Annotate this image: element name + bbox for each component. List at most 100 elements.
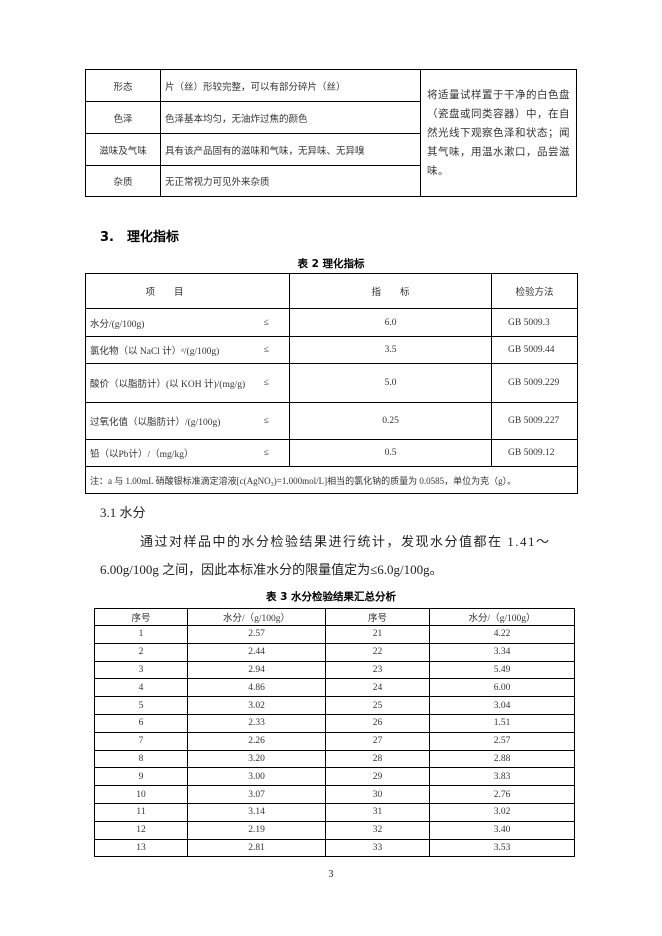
seq-cell: 31 bbox=[325, 802, 430, 822]
moisture-table: 序号 水分/（g/100g） 序号 水分/（g/100g） 1 2.57 21 4.2… bbox=[94, 608, 575, 858]
moisture-cell: 5.49 bbox=[429, 660, 575, 680]
seq-cell: 13 bbox=[94, 838, 188, 858]
paragraph-line-1: 通过对样品中的水分检验结果进行统计，发现水分值都在 1.41～ bbox=[140, 534, 551, 549]
moisture-cell: 3.14 bbox=[187, 802, 326, 822]
sensory-method: 将适量试样置于干净的白色盘（瓷盘或同类容器）中，在自然光线下观察色泽和状态；闻其… bbox=[420, 69, 577, 197]
seq-cell: 4 bbox=[94, 678, 188, 698]
operator: ≤ bbox=[259, 308, 291, 337]
value: 6.0 bbox=[289, 308, 493, 337]
table-header-row: 序号 水分/（g/100g） 序号 水分/（g/100g） bbox=[94, 608, 575, 626]
seq-cell: 21 bbox=[325, 625, 430, 644]
seq-cell: 26 bbox=[325, 713, 430, 733]
paragraph-line-2: 6.00g/100g 之间，因此本标准水分的限量值定为≤6.0g/100g。 bbox=[100, 562, 443, 577]
table3-caption: 表 3 水分检验结果汇总分析 bbox=[265, 591, 397, 603]
item: 氯化物（以 NaCl 计）ᵃ/(g/100g) bbox=[85, 336, 260, 364]
table-row: 11 3.14 31 3.02 bbox=[94, 802, 575, 822]
seq-cell: 7 bbox=[94, 731, 188, 751]
moisture-cell: 3.04 bbox=[429, 696, 575, 715]
moisture-cell: 4.86 bbox=[187, 678, 326, 698]
header-method: 检验方法 bbox=[491, 273, 579, 309]
sensory-item: 色泽 bbox=[85, 101, 161, 134]
seq-cell: 32 bbox=[325, 820, 430, 840]
table-row: 铅（以Pb计）/（mg/kg） ≤ 0.5 GB 5009.12 bbox=[85, 439, 579, 467]
subsection-heading: 3.1 水分 bbox=[100, 505, 146, 520]
table-note-row: 注：a 与 1.00mL 硝酸银标准滴定溶液[c(AgNO₃)=1.000mol… bbox=[84, 466, 579, 494]
seq-cell: 28 bbox=[325, 749, 430, 769]
moisture-cell: 2.44 bbox=[187, 642, 326, 662]
method: GB 5009.229 bbox=[491, 363, 579, 403]
moisture-cell: 2.88 bbox=[429, 749, 575, 769]
table-row: 13 2.81 33 3.53 bbox=[94, 838, 575, 858]
moisture-cell: 2.81 bbox=[187, 838, 326, 858]
moisture-cell: 6.00 bbox=[429, 678, 575, 698]
method: GB 5009.227 bbox=[491, 402, 579, 440]
table-row: 过氧化值（以脂肪计）/(g/100g) ≤ 0.25 GB 5009.227 bbox=[85, 402, 579, 440]
moisture-cell: 2.94 bbox=[187, 660, 326, 680]
header-moisture: 水分/（g/100g） bbox=[187, 608, 326, 626]
seq-cell: 8 bbox=[94, 749, 188, 769]
seq-cell: 10 bbox=[94, 785, 188, 804]
moisture-cell: 1.51 bbox=[429, 713, 575, 733]
table-header-row: 项 目 指 标 检验方法 bbox=[84, 273, 579, 309]
table-row: 杂质 无正常视力可见外来杂质 bbox=[85, 165, 577, 197]
item: 酸价（以脂肪计）(以 KOH 计)/(mg/g) bbox=[85, 363, 260, 403]
sensory-table: 形态 片（丝）形较完整，可以有部分碎片（丝） 将适量试样置于干净的白色盘（瓷盘或… bbox=[85, 69, 577, 197]
moisture-cell: 3.00 bbox=[187, 767, 326, 787]
operator: ≤ bbox=[259, 402, 291, 440]
table2-caption: 表 2 理化指标 bbox=[297, 258, 365, 270]
value: 5.0 bbox=[289, 363, 493, 403]
seq-cell: 3 bbox=[94, 660, 188, 680]
seq-cell: 30 bbox=[325, 785, 430, 804]
seq-cell: 6 bbox=[94, 713, 188, 733]
value: 3.5 bbox=[289, 336, 493, 364]
operator: ≤ bbox=[259, 439, 291, 467]
method: GB 5009.3 bbox=[491, 308, 579, 337]
operator: ≤ bbox=[259, 363, 291, 403]
table-row: 氯化物（以 NaCl 计）ᵃ/(g/100g) ≤ 3.5 GB 5009.44 bbox=[85, 336, 579, 364]
moisture-cell: 3.34 bbox=[429, 642, 575, 662]
seq-cell: 22 bbox=[325, 642, 430, 662]
seq-cell: 27 bbox=[325, 731, 430, 751]
moisture-cell: 2.33 bbox=[187, 713, 326, 733]
section-heading: 3. 理化指标 bbox=[100, 230, 179, 245]
item: 水分/(g/100g) bbox=[85, 308, 260, 337]
moisture-cell: 2.26 bbox=[187, 731, 326, 751]
sensory-item: 滋味及气味 bbox=[85, 133, 161, 166]
method: GB 5009.12 bbox=[491, 439, 579, 467]
seq-cell: 24 bbox=[325, 678, 430, 698]
sensory-requirement: 无正常视力可见外来杂质 bbox=[160, 165, 421, 197]
header-seq: 序号 bbox=[94, 608, 188, 626]
value: 0.5 bbox=[289, 439, 493, 467]
header-moisture: 水分/（g/100g） bbox=[429, 608, 575, 626]
seq-cell: 33 bbox=[325, 838, 430, 858]
moisture-cell: 3.02 bbox=[429, 802, 575, 822]
table-row: 8 3.20 28 2.88 bbox=[94, 749, 575, 769]
table-row: 5 3.02 25 3.04 bbox=[94, 696, 575, 715]
item: 过氧化值（以脂肪计）/(g/100g) bbox=[85, 402, 260, 440]
sensory-item: 杂质 bbox=[85, 165, 161, 197]
table-row: 1 2.57 21 4.22 bbox=[94, 625, 575, 644]
moisture-cell: 4.22 bbox=[429, 625, 575, 644]
method: GB 5009.44 bbox=[491, 336, 579, 364]
moisture-cell: 3.07 bbox=[187, 785, 326, 804]
seq-cell: 29 bbox=[325, 767, 430, 787]
sensory-requirement: 片（丝）形较完整，可以有部分碎片（丝） bbox=[160, 69, 421, 102]
operator: ≤ bbox=[259, 336, 291, 364]
table-row: 酸价（以脂肪计）(以 KOH 计)/(mg/g) ≤ 5.0 GB 5009.2… bbox=[85, 363, 579, 403]
moisture-cell: 3.40 bbox=[429, 820, 575, 840]
table-row: 12 2.19 32 3.40 bbox=[94, 820, 575, 840]
header-item: 项 目 bbox=[84, 273, 291, 309]
moisture-cell: 2.57 bbox=[429, 731, 575, 751]
table-note: 注：a 与 1.00mL 硝酸银标准滴定溶液[c(AgNO₃)=1.000mol… bbox=[84, 466, 579, 494]
seq-cell: 12 bbox=[94, 820, 188, 840]
table-row: 4 4.86 24 6.00 bbox=[94, 678, 575, 698]
sensory-item: 形态 bbox=[85, 69, 161, 102]
moisture-cell: 3.83 bbox=[429, 767, 575, 787]
seq-cell: 11 bbox=[94, 802, 188, 822]
table-row: 7 2.26 27 2.57 bbox=[94, 731, 575, 751]
page-number: 3 bbox=[328, 869, 334, 880]
physicochemical-table: 项 目 指 标 检验方法 水分/(g/100g) ≤ 6.0 GB 5009.3… bbox=[84, 273, 579, 494]
moisture-cell: 3.20 bbox=[187, 749, 326, 769]
table-row: 2 2.44 22 3.34 bbox=[94, 642, 575, 662]
header-seq: 序号 bbox=[325, 608, 430, 626]
